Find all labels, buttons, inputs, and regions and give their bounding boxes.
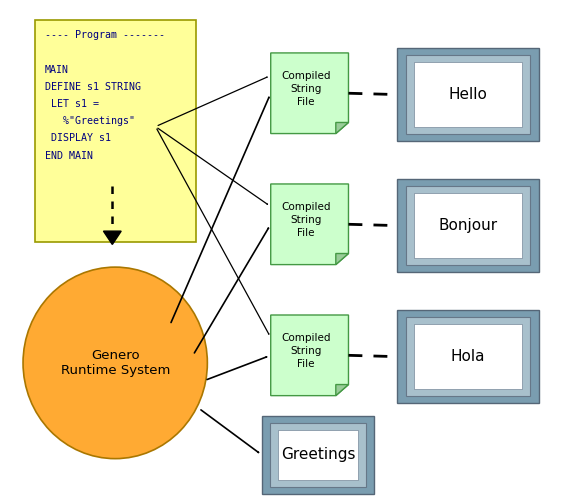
Text: Bonjour: Bonjour — [438, 218, 498, 233]
FancyBboxPatch shape — [35, 20, 196, 242]
Text: Compiled
String
File: Compiled String File — [281, 71, 331, 107]
Text: Compiled
String
File: Compiled String File — [281, 333, 331, 369]
Text: Genero
Runtime System: Genero Runtime System — [60, 349, 170, 377]
Polygon shape — [271, 315, 348, 396]
FancyBboxPatch shape — [414, 324, 522, 389]
Text: ---- Program -------

MAIN
DEFINE s1 STRING
 LET s1 =
   %"Greetings"
 DISPLAY s: ---- Program ------- MAIN DEFINE s1 STRI… — [45, 30, 165, 161]
Text: Greetings: Greetings — [281, 448, 355, 462]
FancyBboxPatch shape — [414, 193, 522, 258]
Text: Hello: Hello — [449, 87, 487, 102]
FancyBboxPatch shape — [397, 310, 539, 403]
FancyBboxPatch shape — [414, 62, 522, 127]
FancyBboxPatch shape — [397, 179, 539, 272]
Polygon shape — [271, 53, 348, 134]
Polygon shape — [271, 184, 348, 265]
FancyBboxPatch shape — [397, 48, 539, 141]
Polygon shape — [336, 254, 348, 265]
FancyBboxPatch shape — [406, 317, 530, 396]
Ellipse shape — [23, 267, 207, 459]
Text: Hola: Hola — [451, 349, 485, 364]
FancyBboxPatch shape — [278, 430, 358, 480]
Polygon shape — [104, 231, 121, 244]
FancyBboxPatch shape — [270, 423, 366, 487]
FancyBboxPatch shape — [406, 55, 530, 134]
FancyBboxPatch shape — [406, 186, 530, 265]
Text: Compiled
String
File: Compiled String File — [281, 202, 331, 238]
FancyBboxPatch shape — [262, 416, 374, 494]
Polygon shape — [336, 385, 348, 396]
Polygon shape — [336, 122, 348, 134]
